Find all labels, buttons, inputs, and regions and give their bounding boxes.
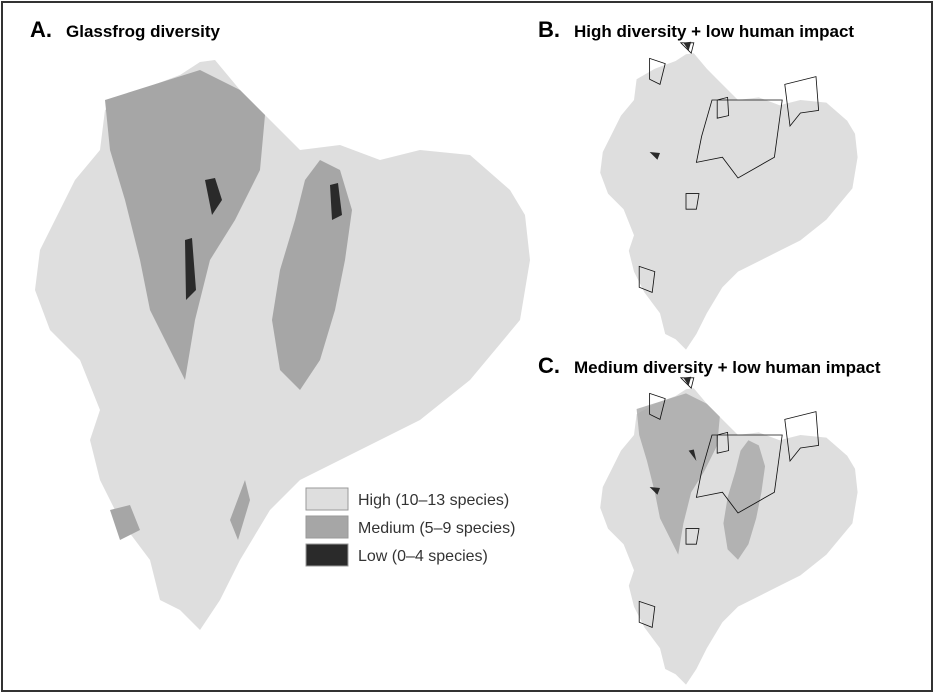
legend: High (10–13 species) Medium (5–9 species… (305, 487, 515, 567)
map-b (600, 41, 858, 350)
panel-title: Glassfrog diversity (66, 22, 221, 41)
panel-title: High diversity + low human impact (574, 22, 854, 41)
legend-swatch (305, 487, 349, 511)
panel-title: Medium diversity + low human impact (574, 358, 881, 377)
panel-letter: C. (538, 353, 560, 378)
map-a (35, 60, 530, 630)
panel-letter: A. (30, 17, 52, 42)
map-c (600, 376, 858, 685)
legend-label: Medium (5–9 species) (358, 520, 515, 537)
legend-swatch (305, 543, 349, 567)
protected-area (638, 42, 820, 293)
legend-label: Low (0–4 species) (358, 548, 488, 565)
region-medium (110, 480, 250, 540)
legend-swatch (305, 515, 349, 539)
legend-label: High (10–13 species) (358, 492, 509, 509)
protected-area (638, 377, 820, 628)
panel-letter: B. (538, 17, 560, 42)
